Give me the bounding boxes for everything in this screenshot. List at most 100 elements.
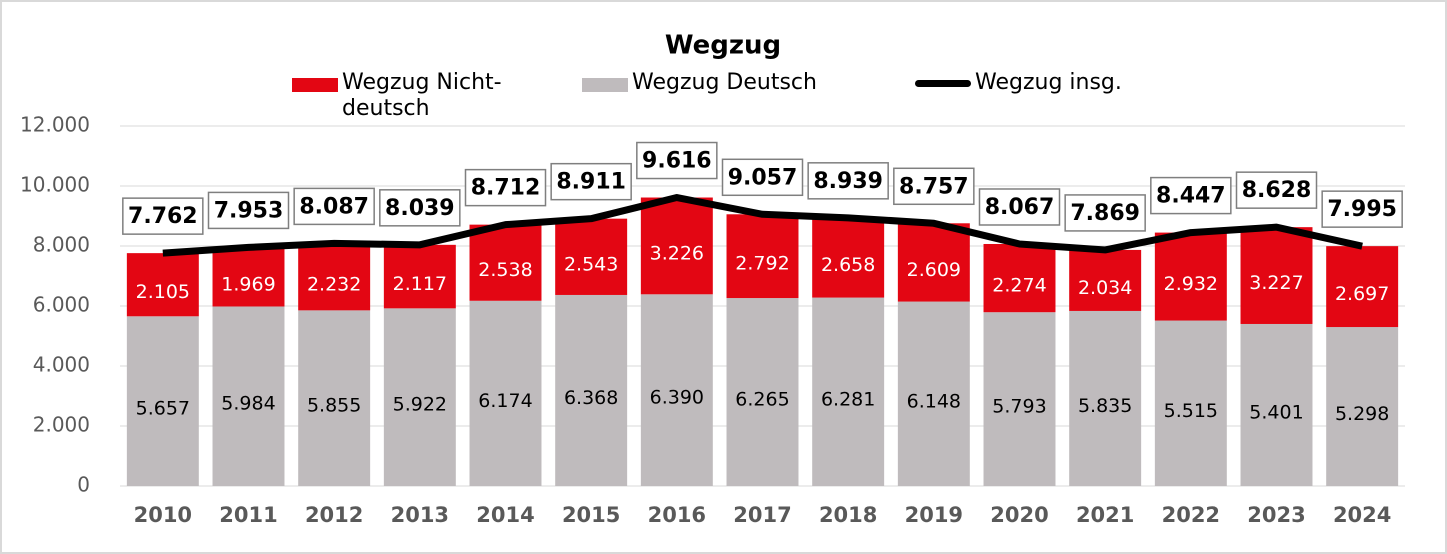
legend-label: Wegzug Deutsch bbox=[632, 70, 817, 95]
data-label: 8.039 bbox=[385, 196, 455, 221]
bar-segment bbox=[1154, 232, 1227, 321]
legend-label: Wegzug Nicht-deutsch bbox=[342, 70, 502, 121]
data-label-box bbox=[1321, 190, 1403, 228]
bar-segment bbox=[983, 243, 1056, 313]
legend-item: Wegzug Nicht-deutsch bbox=[292, 70, 552, 122]
bar-segment bbox=[1154, 320, 1227, 486]
legend-swatch bbox=[292, 78, 338, 92]
bar-segment bbox=[469, 224, 542, 301]
x-tick-label: 2013 bbox=[391, 503, 449, 527]
bar-segment bbox=[726, 214, 799, 299]
y-tick-label: 10.000 bbox=[20, 173, 90, 197]
y-tick-label: 8.000 bbox=[33, 233, 90, 257]
data-label: 5.657 bbox=[136, 398, 190, 420]
bar-segment bbox=[555, 294, 628, 486]
bar-segment bbox=[1326, 327, 1399, 486]
x-tick-label: 2010 bbox=[134, 503, 192, 527]
data-label: 8.757 bbox=[899, 174, 969, 199]
chart-title: Wegzug bbox=[665, 31, 781, 61]
data-label: 7.995 bbox=[1327, 197, 1397, 222]
x-tick-label: 2017 bbox=[733, 503, 791, 527]
data-label: 2.232 bbox=[307, 273, 361, 295]
x-tick-label: 2015 bbox=[562, 503, 620, 527]
data-label: 2.609 bbox=[907, 259, 961, 281]
data-label: 6.174 bbox=[478, 390, 532, 412]
data-label-box bbox=[1064, 194, 1146, 232]
legend-label: Wegzug insg. bbox=[975, 70, 1122, 95]
x-tick-label: 2024 bbox=[1333, 503, 1391, 527]
bar-segment bbox=[726, 298, 799, 486]
data-label: 6.281 bbox=[821, 388, 875, 410]
data-label-box bbox=[978, 188, 1061, 226]
bar-segment bbox=[1240, 323, 1313, 486]
data-label: 8.712 bbox=[471, 176, 541, 201]
x-tick-label: 2014 bbox=[476, 503, 534, 527]
y-tick-label: 2.000 bbox=[33, 413, 90, 437]
data-label-box bbox=[721, 158, 804, 197]
x-tick-label: 2021 bbox=[1076, 503, 1134, 527]
bar-segment bbox=[812, 217, 885, 298]
data-label: 2.543 bbox=[564, 253, 618, 275]
data-label: 8.067 bbox=[985, 195, 1055, 220]
x-tick-label: 2011 bbox=[219, 503, 277, 527]
data-label-box bbox=[807, 162, 889, 200]
legend-item: Wegzug insg. bbox=[915, 70, 1175, 96]
y-tick-label: 0 bbox=[77, 473, 90, 497]
data-label: 5.922 bbox=[393, 394, 447, 416]
bar-segment bbox=[1069, 249, 1142, 311]
x-tick-label: 2012 bbox=[305, 503, 363, 527]
data-label: 5.515 bbox=[1164, 400, 1218, 422]
data-label: 6.390 bbox=[650, 387, 704, 409]
data-label: 5.984 bbox=[221, 393, 275, 415]
bar-segment bbox=[383, 308, 456, 486]
data-label: 9.616 bbox=[642, 149, 712, 174]
data-label: 5.835 bbox=[1078, 395, 1132, 417]
data-label: 8.447 bbox=[1156, 184, 1226, 209]
data-label-box bbox=[122, 197, 204, 235]
data-label: 2.034 bbox=[1078, 277, 1132, 299]
bar-segment bbox=[897, 301, 970, 486]
data-label: 9.057 bbox=[728, 165, 798, 190]
line bbox=[162, 194, 1363, 257]
bar-segment bbox=[212, 247, 285, 307]
data-label: 5.401 bbox=[1249, 401, 1303, 423]
x-tick-label: 2020 bbox=[990, 503, 1048, 527]
bar-segment bbox=[555, 218, 628, 295]
data-label-box bbox=[464, 168, 547, 207]
bar-segment bbox=[897, 223, 970, 302]
data-label-box bbox=[550, 162, 632, 201]
x-tick-label: 2018 bbox=[819, 503, 877, 527]
data-label: 7.762 bbox=[128, 204, 198, 229]
y-tick-label: 12.000 bbox=[20, 113, 90, 137]
data-label-box bbox=[1235, 171, 1318, 209]
data-label: 6.368 bbox=[564, 387, 618, 409]
legend-swatch bbox=[915, 80, 971, 87]
y-tick-label: 6.000 bbox=[33, 293, 90, 317]
data-label: 7.869 bbox=[1070, 201, 1140, 226]
data-label-box bbox=[293, 187, 375, 226]
bar-segment bbox=[126, 316, 199, 486]
data-label-box bbox=[379, 189, 461, 227]
bar-segment bbox=[383, 244, 456, 309]
data-label: 8.939 bbox=[813, 169, 883, 194]
bar-segment bbox=[1326, 246, 1399, 328]
legend-swatch bbox=[582, 78, 628, 92]
data-label: 2.932 bbox=[1164, 273, 1218, 295]
data-label: 2.697 bbox=[1335, 283, 1389, 305]
legend-item: Wegzug Deutsch bbox=[582, 70, 862, 96]
x-tick-label: 2019 bbox=[905, 503, 963, 527]
data-label: 1.969 bbox=[221, 273, 275, 295]
bar-segment bbox=[212, 306, 285, 486]
x-tick-label: 2016 bbox=[648, 503, 706, 527]
data-label: 2.538 bbox=[478, 259, 532, 281]
bar-segment bbox=[640, 197, 713, 295]
data-label-box bbox=[636, 141, 718, 180]
bar-segment bbox=[640, 294, 713, 486]
data-label-box bbox=[207, 191, 290, 230]
bar-segment bbox=[812, 297, 885, 486]
data-label: 8.911 bbox=[556, 170, 626, 195]
data-label: 2.792 bbox=[735, 253, 789, 275]
x-tick-label: 2022 bbox=[1162, 503, 1220, 527]
data-label: 7.953 bbox=[214, 198, 284, 223]
